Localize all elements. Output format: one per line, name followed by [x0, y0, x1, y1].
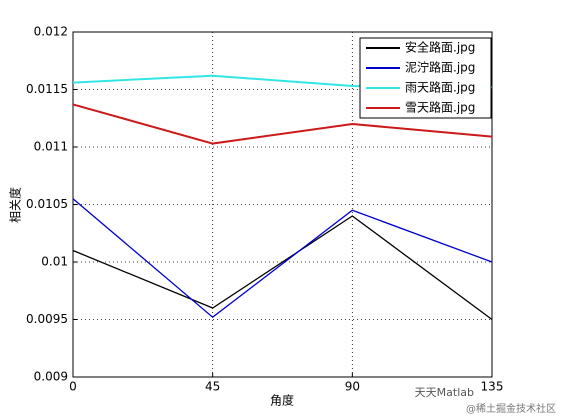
- legend-label: 雪天路面.jpg: [405, 100, 475, 115]
- y-tick-label: 0.01: [41, 255, 68, 269]
- series-line: [72, 103, 493, 145]
- legend-box: [359, 37, 492, 119]
- legend-label: 泥泞路面.jpg: [405, 60, 475, 75]
- watermark: 天天Matlab: [415, 386, 474, 399]
- y-tick-label: 0.012: [34, 25, 68, 39]
- legend: 安全路面.jpg 泥泞路面.jpg 雨天路面.jpg 雪天路面.jpg: [359, 37, 492, 119]
- y-tick-label: 0.009: [34, 370, 68, 384]
- y-tick-label: 0.0115: [26, 82, 68, 96]
- x-tick-label: 0: [69, 380, 77, 394]
- series-line: [72, 198, 493, 319]
- watermark: @稀土掘金技术社区: [466, 402, 556, 415]
- y-axis-label: 相关度: [8, 187, 23, 223]
- legend-label: 安全路面.jpg: [405, 40, 475, 55]
- legend-label: 雨天路面.jpg: [405, 80, 475, 95]
- y-tick-label: 0.0095: [26, 312, 68, 326]
- series-line: [72, 215, 493, 321]
- y-tick-label: 0.0105: [26, 197, 68, 211]
- y-tick-label: 0.011: [34, 140, 68, 154]
- x-tick-label: 90: [345, 380, 360, 394]
- x-axis-label: 角度: [270, 393, 294, 408]
- x-tick-label: 45: [205, 380, 220, 394]
- x-tick-label: 135: [481, 380, 504, 394]
